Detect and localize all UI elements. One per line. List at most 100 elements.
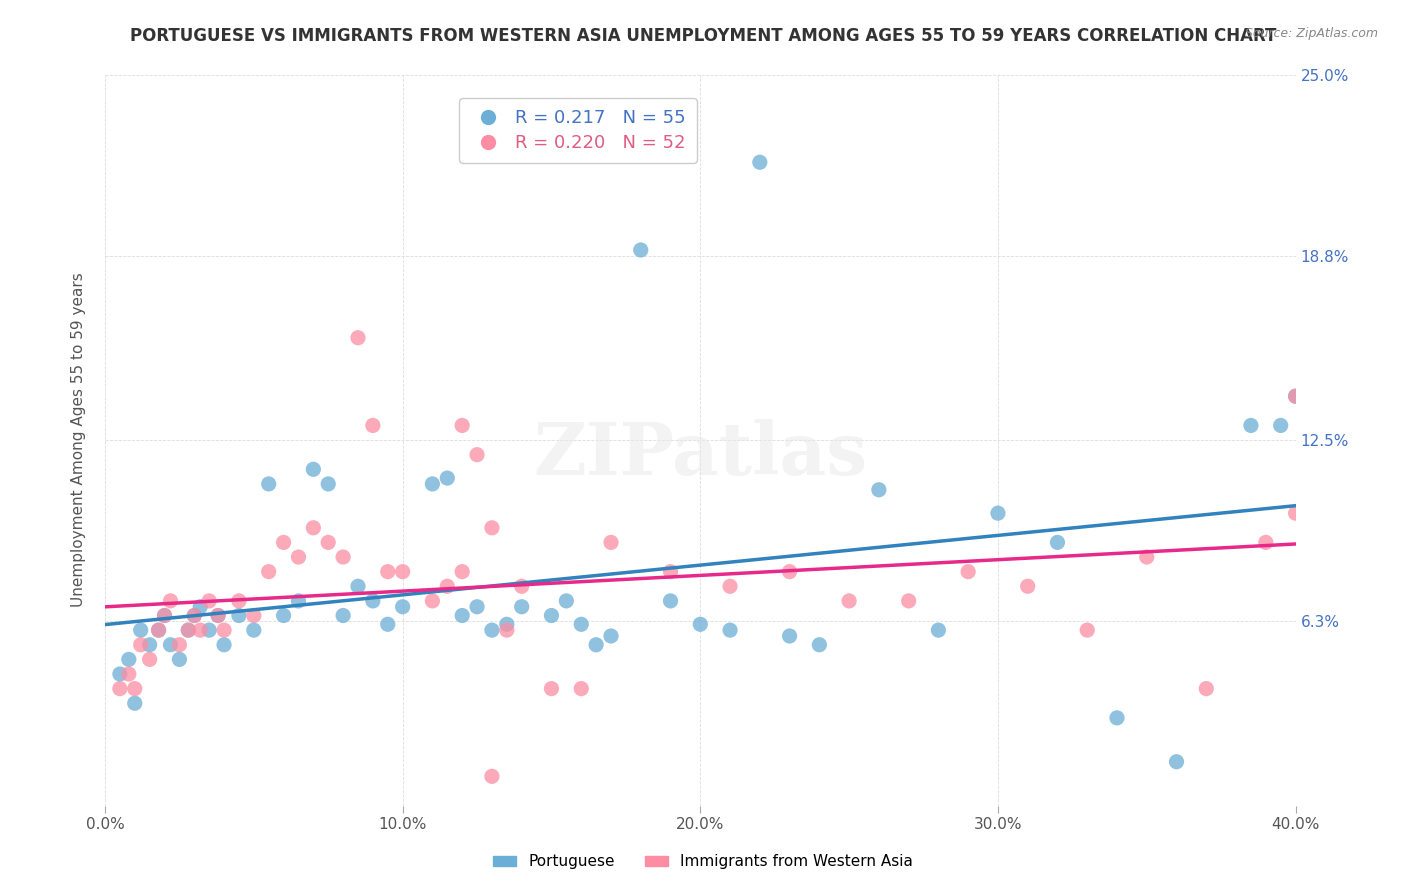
Point	[481, 769, 503, 783]
Point	[495, 617, 517, 632]
Point	[808, 638, 831, 652]
Point	[124, 681, 146, 696]
Point	[630, 243, 652, 257]
Point	[316, 477, 339, 491]
Point	[495, 623, 517, 637]
Point	[347, 579, 370, 593]
Point	[422, 594, 444, 608]
Point	[124, 696, 146, 710]
Point	[540, 681, 562, 696]
Legend: R = 0.217   N = 55, R = 0.220   N = 52: R = 0.217 N = 55, R = 0.220 N = 52	[460, 98, 697, 163]
Point	[1046, 535, 1069, 549]
Point	[198, 594, 221, 608]
Point	[183, 608, 205, 623]
Point	[108, 681, 131, 696]
Point	[465, 599, 488, 614]
Point	[927, 623, 949, 637]
Point	[153, 608, 176, 623]
Point	[188, 623, 211, 637]
Point	[153, 608, 176, 623]
Point	[451, 608, 474, 623]
Point	[838, 594, 860, 608]
Point	[585, 638, 607, 652]
Point	[129, 623, 152, 637]
Point	[391, 599, 413, 614]
Point	[177, 623, 200, 637]
Point	[436, 471, 458, 485]
Point	[177, 623, 200, 637]
Point	[207, 608, 229, 623]
Point	[465, 448, 488, 462]
Point	[569, 681, 592, 696]
Point	[659, 594, 682, 608]
Point	[302, 462, 325, 476]
Point	[779, 565, 801, 579]
Point	[138, 652, 160, 666]
Point	[332, 608, 354, 623]
Point	[118, 667, 141, 681]
Point	[451, 565, 474, 579]
Point	[1017, 579, 1039, 593]
Point	[169, 652, 191, 666]
Point	[118, 652, 141, 666]
Point	[1166, 755, 1188, 769]
Point	[600, 535, 623, 549]
Point	[316, 535, 339, 549]
Point	[159, 594, 181, 608]
Point	[287, 549, 309, 564]
Point	[273, 535, 295, 549]
Point	[243, 623, 266, 637]
Point	[108, 667, 131, 681]
Point	[377, 565, 399, 579]
Point	[273, 608, 295, 623]
Point	[1105, 711, 1128, 725]
Point	[207, 608, 229, 623]
Point	[243, 608, 266, 623]
Point	[129, 638, 152, 652]
Point	[212, 638, 235, 652]
Text: PORTUGUESE VS IMMIGRANTS FROM WESTERN ASIA UNEMPLOYMENT AMONG AGES 55 TO 59 YEAR: PORTUGUESE VS IMMIGRANTS FROM WESTERN AS…	[129, 27, 1277, 45]
Legend: Portuguese, Immigrants from Western Asia: Portuguese, Immigrants from Western Asia	[486, 848, 920, 875]
Point	[436, 579, 458, 593]
Point	[391, 565, 413, 579]
Point	[868, 483, 890, 497]
Point	[169, 638, 191, 652]
Point	[1136, 549, 1159, 564]
Point	[569, 617, 592, 632]
Point	[257, 565, 280, 579]
Point	[1195, 681, 1218, 696]
Point	[332, 549, 354, 564]
Text: ZIPatlas: ZIPatlas	[533, 419, 868, 491]
Y-axis label: Unemployment Among Ages 55 to 59 years: Unemployment Among Ages 55 to 59 years	[72, 273, 86, 607]
Point	[481, 623, 503, 637]
Point	[361, 594, 384, 608]
Point	[600, 629, 623, 643]
Point	[718, 579, 741, 593]
Point	[718, 623, 741, 637]
Point	[1240, 418, 1263, 433]
Point	[987, 506, 1010, 520]
Point	[347, 331, 370, 345]
Point	[451, 418, 474, 433]
Point	[183, 608, 205, 623]
Point	[779, 629, 801, 643]
Point	[212, 623, 235, 637]
Point	[748, 155, 770, 169]
Point	[659, 565, 682, 579]
Point	[1284, 389, 1306, 403]
Point	[897, 594, 920, 608]
Point	[540, 608, 562, 623]
Point	[159, 638, 181, 652]
Text: Source: ZipAtlas.com: Source: ZipAtlas.com	[1244, 27, 1378, 40]
Point	[957, 565, 980, 579]
Point	[510, 599, 533, 614]
Point	[1254, 535, 1277, 549]
Point	[148, 623, 170, 637]
Point	[422, 477, 444, 491]
Point	[302, 521, 325, 535]
Point	[257, 477, 280, 491]
Point	[689, 617, 711, 632]
Point	[188, 599, 211, 614]
Point	[1284, 389, 1306, 403]
Point	[148, 623, 170, 637]
